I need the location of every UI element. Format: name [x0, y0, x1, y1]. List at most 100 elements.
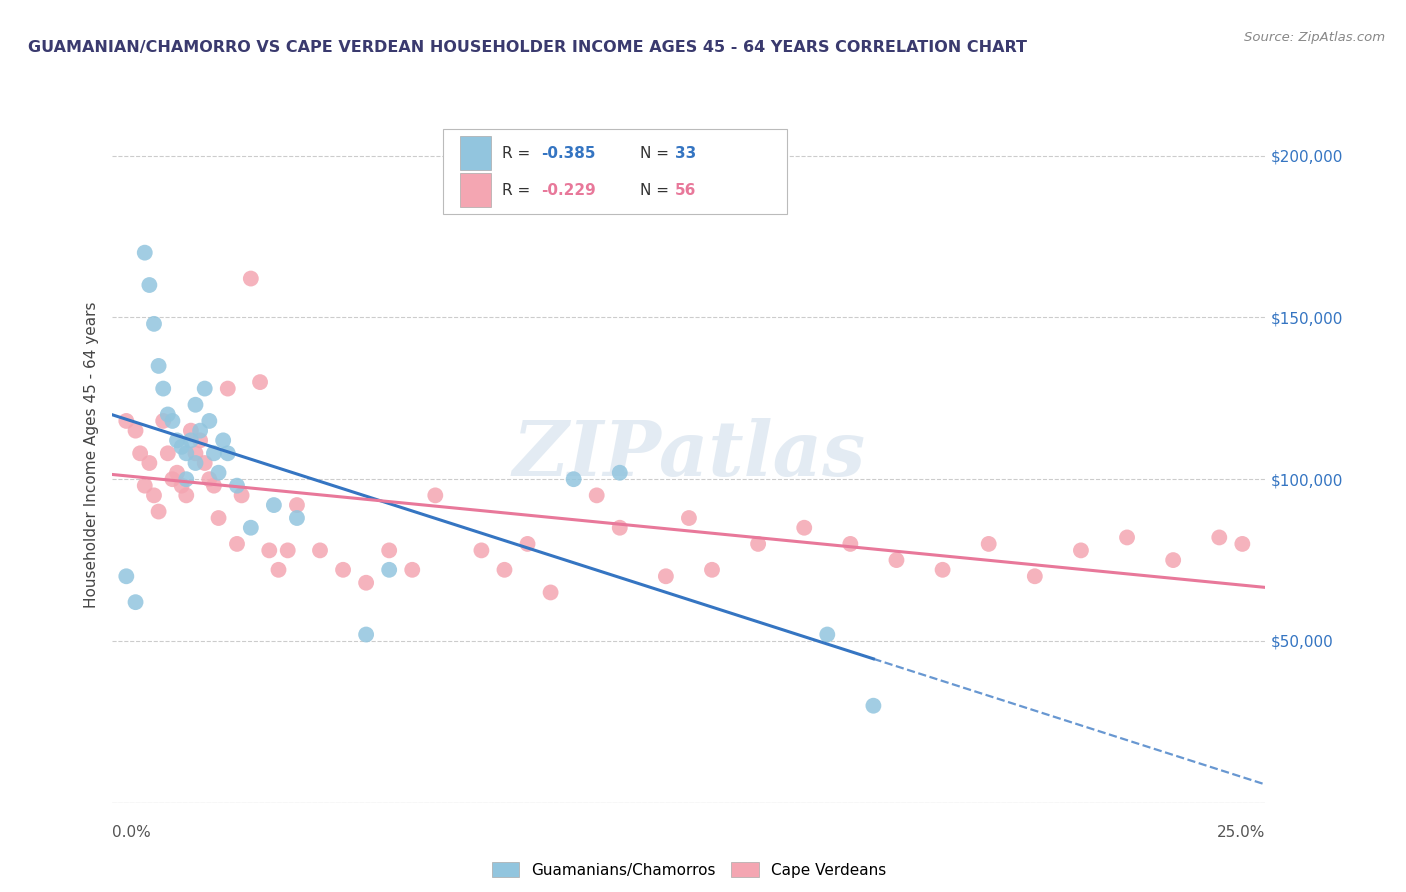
- Legend: Guamanians/Chamorros, Cape Verdeans: Guamanians/Chamorros, Cape Verdeans: [484, 855, 894, 886]
- Point: [188, 434, 211, 448]
- Point: [1024, 569, 1046, 583]
- Point: [1232, 537, 1254, 551]
- Point: [1070, 543, 1092, 558]
- Point: [138, 456, 160, 470]
- Point: [354, 575, 377, 590]
- Point: [332, 563, 354, 577]
- Point: [231, 488, 253, 502]
- Point: [174, 488, 197, 502]
- Point: [124, 595, 146, 609]
- Point: [188, 424, 211, 438]
- Point: [839, 537, 862, 551]
- Point: [194, 456, 217, 470]
- Point: [378, 543, 401, 558]
- Point: [217, 446, 239, 460]
- Point: [259, 543, 281, 558]
- Y-axis label: Householder Income Ages 45 - 64 years: Householder Income Ages 45 - 64 years: [84, 301, 100, 608]
- Point: [152, 414, 174, 428]
- Point: [184, 456, 207, 470]
- Point: [886, 553, 908, 567]
- Point: [354, 627, 377, 641]
- Point: [226, 537, 249, 551]
- Point: [678, 511, 700, 525]
- Point: [1161, 553, 1184, 567]
- Point: [180, 424, 202, 438]
- Point: [931, 563, 953, 577]
- Text: GUAMANIAN/CHAMORRO VS CAPE VERDEAN HOUSEHOLDER INCOME AGES 45 - 64 YEARS CORRELA: GUAMANIAN/CHAMORRO VS CAPE VERDEAN HOUSE…: [28, 40, 1028, 55]
- Point: [562, 472, 585, 486]
- Text: 0.0%: 0.0%: [112, 825, 152, 840]
- Point: [226, 478, 249, 492]
- Point: [143, 317, 166, 331]
- Point: [207, 511, 229, 525]
- Point: [162, 414, 184, 428]
- Point: [977, 537, 1000, 551]
- Text: N =: N =: [640, 145, 673, 161]
- Point: [747, 537, 769, 551]
- Point: [494, 563, 516, 577]
- Point: [609, 466, 631, 480]
- Point: [202, 478, 225, 492]
- Point: [655, 569, 678, 583]
- Point: [148, 359, 170, 373]
- Point: [143, 488, 166, 502]
- Point: [267, 563, 290, 577]
- Text: -0.229: -0.229: [541, 183, 596, 198]
- Point: [134, 478, 156, 492]
- Point: [198, 414, 221, 428]
- Point: [516, 537, 538, 551]
- Point: [470, 543, 492, 558]
- Point: [184, 446, 207, 460]
- Point: [249, 375, 271, 389]
- Text: -0.385: -0.385: [541, 145, 596, 161]
- Point: [134, 245, 156, 260]
- Point: [862, 698, 884, 713]
- Point: [138, 278, 160, 293]
- Text: N =: N =: [640, 183, 673, 198]
- Point: [148, 504, 170, 518]
- Point: [212, 434, 235, 448]
- Point: [198, 472, 221, 486]
- Point: [170, 478, 193, 492]
- Text: 25.0%: 25.0%: [1218, 825, 1265, 840]
- Point: [1116, 531, 1139, 545]
- Point: [277, 543, 299, 558]
- Point: [162, 472, 184, 486]
- Text: 56: 56: [675, 183, 696, 198]
- Point: [378, 563, 401, 577]
- Point: [124, 424, 146, 438]
- Point: [239, 271, 262, 285]
- Point: [609, 521, 631, 535]
- Point: [1208, 531, 1230, 545]
- Text: R =: R =: [502, 145, 536, 161]
- Point: [585, 488, 607, 502]
- Point: [285, 511, 308, 525]
- Point: [263, 498, 285, 512]
- Point: [285, 498, 308, 512]
- Point: [815, 627, 838, 641]
- Point: [170, 440, 193, 454]
- Point: [425, 488, 447, 502]
- Point: [207, 466, 229, 480]
- Point: [540, 585, 562, 599]
- Text: 33: 33: [675, 145, 696, 161]
- Point: [793, 521, 815, 535]
- Point: [152, 382, 174, 396]
- Point: [309, 543, 332, 558]
- Point: [166, 466, 188, 480]
- Point: [129, 446, 152, 460]
- Point: [156, 408, 179, 422]
- Point: [401, 563, 423, 577]
- Point: [115, 414, 138, 428]
- Point: [174, 472, 197, 486]
- Point: [180, 434, 202, 448]
- Text: R =: R =: [502, 183, 536, 198]
- Text: Source: ZipAtlas.com: Source: ZipAtlas.com: [1244, 31, 1385, 45]
- Point: [217, 382, 239, 396]
- Point: [700, 563, 723, 577]
- Point: [174, 446, 197, 460]
- Point: [156, 446, 179, 460]
- Point: [202, 446, 225, 460]
- Point: [194, 382, 217, 396]
- Point: [166, 434, 188, 448]
